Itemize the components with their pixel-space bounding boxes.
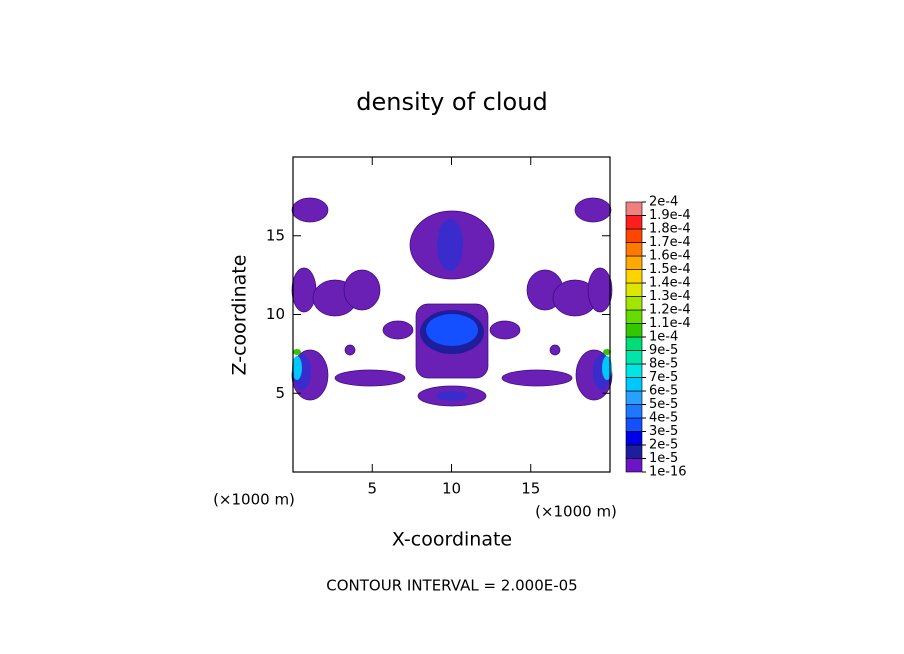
colorbar-label: 1.4e-4 (649, 276, 691, 291)
x-unit-label: (×1000 m) (213, 491, 295, 509)
x-tick-label: 15 (521, 480, 540, 498)
colorbar-label: 1.1e-4 (649, 316, 691, 331)
y-tick-label: 15 (266, 226, 285, 244)
colorbar-band (625, 242, 643, 257)
colorbar-band (625, 255, 643, 270)
x-axis-label: X-coordinate (392, 529, 512, 551)
colorbar-band (625, 282, 643, 297)
colorbar-band (625, 350, 643, 365)
contour-field (291, 197, 613, 407)
colorbar-band (625, 390, 643, 405)
colorbar-band (625, 323, 643, 338)
colorbar-band (625, 404, 643, 419)
x-tick-label: 5 (367, 480, 377, 498)
colorbar-band (625, 363, 643, 378)
y-tick-label: 10 (266, 305, 285, 323)
annotation: CONTOUR INTERVAL = 2.000E-05 (326, 577, 577, 595)
colorbar-band (625, 431, 643, 446)
colorbar-label: 1.8e-4 (649, 222, 691, 237)
colorbar-label: 1.5e-4 (649, 262, 691, 277)
colorbar-band (625, 201, 643, 216)
colorbar-band (625, 336, 643, 351)
colorbar-label: 5e-5 (649, 397, 678, 412)
colorbar-label: 1.6e-4 (649, 249, 691, 264)
x-tick-label: 10 (442, 480, 461, 498)
colorbar-label: 1e-5 (649, 451, 678, 466)
colorbar-band (625, 458, 643, 473)
colorbar-label: 4e-5 (649, 411, 678, 426)
colorbar-band (625, 377, 643, 392)
colorbar-band (625, 309, 643, 324)
colorbar-label: 1e-16 (649, 465, 687, 480)
colorbar-label: 8e-5 (649, 357, 678, 372)
colorbar-band (625, 417, 643, 432)
colorbar-label: 2e-5 (649, 438, 678, 453)
colorbar-label: 6e-5 (649, 384, 678, 399)
colorbar-band (625, 444, 643, 459)
colorbar-label: 3e-5 (649, 424, 678, 439)
chart-title: density of cloud (356, 88, 547, 116)
colorbar-label: 1.3e-4 (649, 289, 691, 304)
x-unit-label: (×1000 m) (535, 503, 617, 521)
colorbar-band (625, 228, 643, 243)
colorbar-label: 1.2e-4 (649, 303, 691, 318)
colorbar-label: 2e-4 (649, 195, 678, 210)
y-tick-label: 5 (275, 384, 285, 402)
y-axis-label: Z-coordinate (229, 255, 251, 376)
colorbar-label: 1.9e-4 (649, 208, 691, 223)
colorbar-band (625, 215, 643, 230)
colorbar-band (625, 269, 643, 284)
colorbar-label: 7e-5 (649, 370, 678, 385)
colorbar-label: 1e-4 (649, 330, 678, 345)
colorbar-label: 1.7e-4 (649, 235, 691, 250)
colorbar-band (625, 296, 643, 311)
colorbar-label: 9e-5 (649, 343, 678, 358)
